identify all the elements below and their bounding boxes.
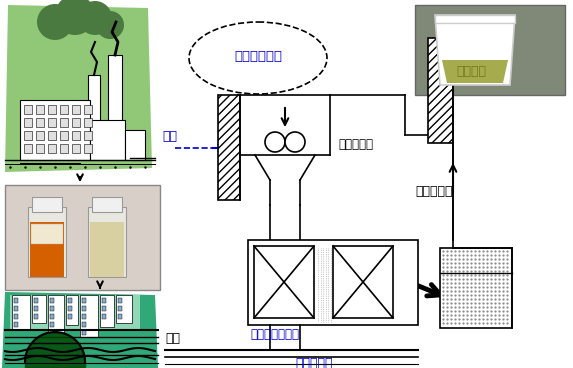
- Bar: [100, 295, 114, 327]
- Bar: [82, 330, 86, 335]
- Bar: [90, 120, 125, 160]
- Bar: [125, 130, 145, 160]
- Bar: [248, 240, 418, 325]
- Bar: [102, 314, 106, 319]
- Bar: [60, 118, 68, 127]
- Bar: [50, 322, 54, 327]
- Bar: [415, 5, 565, 95]
- Bar: [84, 118, 92, 127]
- Bar: [48, 144, 56, 153]
- Bar: [24, 144, 32, 153]
- Circle shape: [55, 0, 95, 35]
- Bar: [48, 295, 64, 333]
- Bar: [92, 197, 122, 212]
- Bar: [118, 306, 122, 311]
- Polygon shape: [10, 295, 140, 330]
- Polygon shape: [435, 15, 515, 85]
- Text: 分離浄化水: 分離浄化水: [295, 357, 332, 368]
- Bar: [82, 314, 86, 319]
- Bar: [82, 322, 86, 327]
- Bar: [48, 131, 56, 140]
- Bar: [48, 118, 56, 127]
- Circle shape: [78, 1, 112, 35]
- Bar: [66, 295, 78, 325]
- Circle shape: [265, 132, 285, 152]
- Bar: [24, 131, 32, 140]
- Bar: [32, 197, 62, 212]
- Bar: [68, 314, 72, 319]
- Bar: [90, 222, 124, 277]
- Bar: [118, 298, 122, 303]
- Bar: [48, 105, 56, 114]
- Bar: [88, 207, 126, 277]
- Bar: [72, 131, 80, 140]
- Text: 凝集混和剤: 凝集混和剤: [338, 138, 373, 151]
- Circle shape: [285, 132, 305, 152]
- Text: 排水: 排水: [162, 130, 177, 143]
- Bar: [50, 314, 54, 319]
- Bar: [116, 295, 132, 323]
- Bar: [435, 15, 515, 23]
- Bar: [14, 314, 18, 319]
- Bar: [31, 224, 63, 244]
- Bar: [84, 131, 92, 140]
- Text: 排水: 排水: [165, 332, 180, 345]
- Bar: [24, 118, 32, 127]
- Bar: [5, 185, 160, 290]
- Bar: [36, 105, 44, 114]
- Bar: [68, 298, 72, 303]
- Polygon shape: [5, 5, 152, 172]
- Bar: [102, 298, 106, 303]
- Bar: [428, 38, 453, 143]
- Polygon shape: [442, 60, 508, 83]
- Bar: [34, 306, 38, 311]
- Bar: [82, 306, 86, 311]
- Bar: [24, 105, 32, 114]
- Bar: [72, 144, 80, 153]
- Text: リサイクル: リサイクル: [415, 185, 453, 198]
- Bar: [34, 314, 38, 319]
- Bar: [72, 105, 80, 114]
- Bar: [88, 75, 100, 145]
- Bar: [60, 144, 68, 153]
- Circle shape: [96, 11, 124, 39]
- Bar: [28, 207, 66, 277]
- Bar: [36, 144, 44, 153]
- Bar: [84, 144, 92, 153]
- Bar: [60, 131, 68, 140]
- Bar: [14, 322, 18, 327]
- Bar: [14, 298, 18, 303]
- Bar: [218, 95, 240, 200]
- Bar: [34, 298, 38, 303]
- Bar: [20, 100, 90, 160]
- Bar: [84, 105, 92, 114]
- Bar: [50, 306, 54, 311]
- Bar: [102, 306, 106, 311]
- Bar: [32, 295, 46, 323]
- Bar: [36, 131, 44, 140]
- Text: シード剤: シード剤: [456, 65, 486, 78]
- Text: 超伝導磁石装置: 超伝導磁石装置: [250, 328, 299, 341]
- Bar: [108, 55, 122, 150]
- Bar: [118, 314, 122, 319]
- Bar: [440, 248, 512, 328]
- Bar: [12, 295, 30, 330]
- Bar: [80, 295, 98, 337]
- Text: 製紙工場排水: 製紙工場排水: [234, 50, 282, 63]
- Bar: [254, 246, 314, 318]
- Bar: [30, 222, 64, 277]
- Bar: [60, 105, 68, 114]
- Bar: [14, 306, 18, 311]
- Bar: [68, 306, 72, 311]
- Bar: [36, 118, 44, 127]
- Circle shape: [37, 4, 73, 40]
- Bar: [72, 118, 80, 127]
- Bar: [50, 298, 54, 303]
- Polygon shape: [2, 292, 158, 368]
- Bar: [333, 246, 393, 318]
- Bar: [82, 298, 86, 303]
